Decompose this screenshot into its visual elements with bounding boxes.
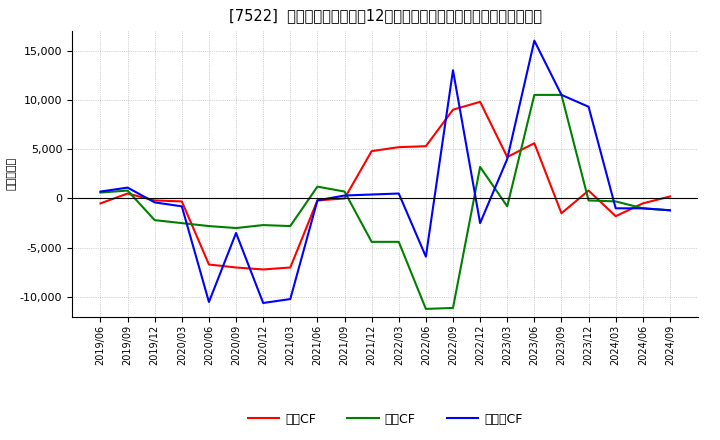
フリーCF [313,198,322,203]
フリーCF [530,38,539,43]
フリーCF [421,254,430,259]
フリーCF [232,230,240,235]
投資CF [96,190,105,195]
フリーCF [96,189,105,194]
フリーCF [584,104,593,110]
営業CF [639,201,647,206]
投資CF [259,223,268,228]
Legend: 営業CF, 投資CF, フリーCF: 営業CF, 投資CF, フリーCF [243,408,528,431]
フリーCF [259,301,268,306]
投資CF [421,306,430,312]
フリーCF [611,205,620,211]
投資CF [232,225,240,231]
営業CF [530,141,539,146]
投資CF [611,199,620,204]
投資CF [367,239,376,245]
フリーCF [178,204,186,209]
営業CF [341,196,349,201]
投資CF [150,217,159,223]
Line: 投資CF: 投資CF [101,95,670,309]
営業CF [259,267,268,272]
フリーCF [204,299,213,304]
投資CF [395,239,403,245]
フリーCF [665,208,674,213]
フリーCF [557,92,566,98]
営業CF [503,154,511,160]
投資CF [123,188,132,193]
フリーCF [476,220,485,226]
営業CF [421,143,430,149]
フリーCF [449,68,457,73]
フリーCF [341,193,349,198]
営業CF [395,144,403,150]
フリーCF [395,191,403,196]
フリーCF [367,192,376,197]
Line: フリーCF: フリーCF [101,40,670,303]
営業CF [367,148,376,154]
投資CF [665,208,674,213]
営業CF [178,199,186,204]
営業CF [232,265,240,270]
フリーCF [286,297,294,302]
Y-axis label: （百万円）: （百万円） [7,157,17,191]
投資CF [313,184,322,189]
営業CF [476,99,485,104]
投資CF [503,204,511,209]
営業CF [150,198,159,203]
フリーCF [123,185,132,190]
投資CF [449,305,457,311]
投資CF [639,205,647,211]
営業CF [123,191,132,196]
フリーCF [639,205,647,211]
投資CF [557,92,566,98]
Title: [7522]  キャッシュフローの12か月移動合計の対前年同期増減額の推移: [7522] キャッシュフローの12か月移動合計の対前年同期増減額の推移 [229,7,541,23]
営業CF [584,188,593,193]
フリーCF [503,156,511,161]
営業CF [286,265,294,270]
営業CF [204,262,213,267]
営業CF [665,194,674,199]
営業CF [611,213,620,219]
営業CF [96,201,105,206]
フリーCF [150,200,159,205]
投資CF [584,198,593,203]
投資CF [341,189,349,194]
営業CF [313,198,322,203]
投資CF [178,220,186,226]
投資CF [530,92,539,98]
Line: 営業CF: 営業CF [101,102,670,269]
投資CF [476,164,485,169]
営業CF [557,211,566,216]
投資CF [204,224,213,229]
投資CF [286,224,294,229]
営業CF [449,107,457,112]
